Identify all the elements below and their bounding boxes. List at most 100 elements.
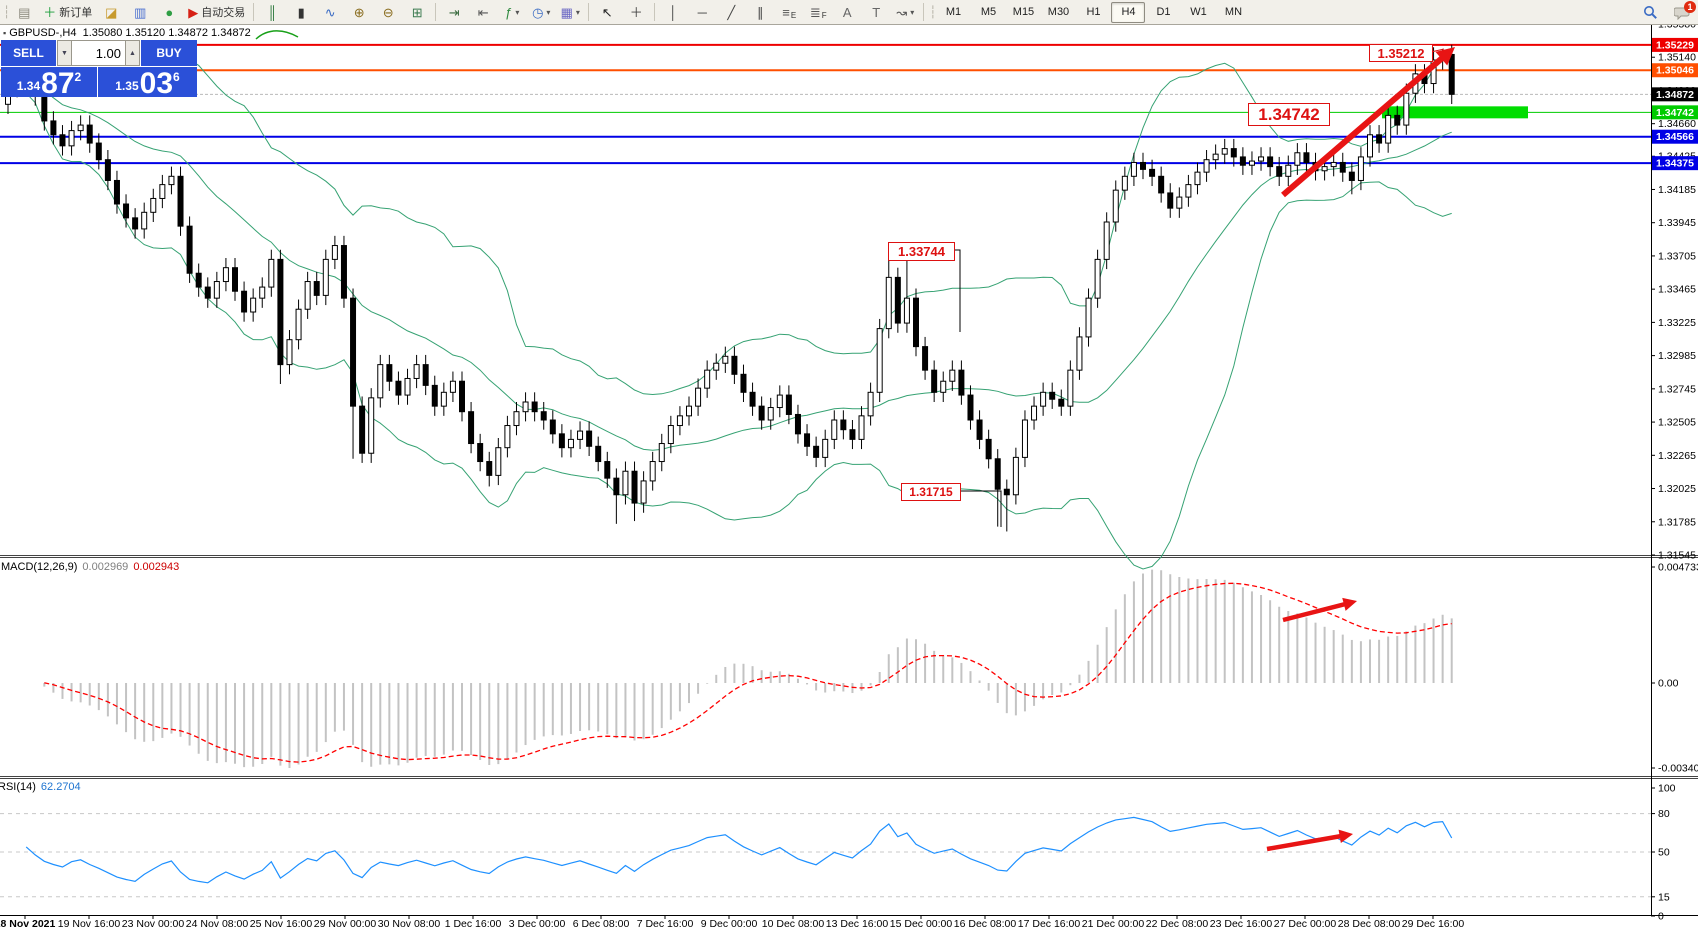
panel-frames <box>0 17 1698 916</box>
price-annotation-1.34742[interactable]: 1.34742 <box>1248 103 1330 126</box>
tab-timeframe-m15[interactable]: M15 <box>1012 6 1035 18</box>
price-annotation-1.35212[interactable]: 1.35212 <box>1369 44 1433 62</box>
candle-chart-button[interactable]: ▮ <box>287 1 315 23</box>
tab-timeframe-mn[interactable]: MN <box>1224 6 1243 18</box>
tab-timeframe-m5[interactable]: M5 <box>980 6 997 18</box>
tab-timeframe-h4[interactable]: H4 <box>1111 1 1146 23</box>
search-icon[interactable] <box>1636 1 1664 23</box>
rsi-label: RSI(14) 62.2704 <box>0 781 81 793</box>
zoom-out-button[interactable]: ⊖ <box>374 1 402 23</box>
svg-text:21 Dec 00:00: 21 Dec 00:00 <box>1082 918 1145 930</box>
trend-arrow-main[interactable] <box>1281 47 1455 198</box>
svg-text:1.34185: 1.34185 <box>1658 184 1696 196</box>
buy-price-display[interactable]: 1.35 03 6 <box>98 67 197 98</box>
price-badge-1.34742: 1.34742 <box>1652 105 1698 120</box>
eraser-button[interactable]: ◪ <box>97 1 125 23</box>
line-chart-button[interactable]: ∿ <box>316 1 344 23</box>
toolbar-separator <box>588 3 590 21</box>
symbol-period-label: GBPUSD-,H4 <box>9 27 77 39</box>
ohlc-values: 1.35080 1.35120 1.34872 1.34872 <box>82 27 251 39</box>
toolbar-drag-handle[interactable]: ┆ <box>3 5 10 19</box>
volume-input[interactable] <box>72 40 125 66</box>
sell-price-display[interactable]: 1.34 87 2 <box>1 67 97 98</box>
rsi-panel <box>0 813 1651 898</box>
zoom-in-button[interactable]: ⊕ <box>345 1 373 23</box>
price-annotation-1.33744[interactable]: 1.33744 <box>888 242 955 261</box>
periods-button[interactable]: ◷ ▾ <box>527 1 555 23</box>
svg-text:9 Dec 00:00: 9 Dec 00:00 <box>701 918 758 930</box>
chart-shift-button[interactable]: ⇤ <box>469 1 497 23</box>
svg-text:1.31545: 1.31545 <box>1658 550 1696 562</box>
chart-window-button[interactable]: ▤ <box>10 1 38 23</box>
bar-chart-button[interactable]: ║ <box>258 1 286 23</box>
templates-button[interactable]: ▦ ▾ <box>556 1 584 23</box>
crosshair-button[interactable]: ＋ <box>622 1 650 23</box>
text-label-button[interactable]: T <box>862 1 890 23</box>
toolbar-pointer-group: ↖ ＋ <box>593 1 650 23</box>
toolbar-drag-handle[interactable]: ┆ <box>929 5 936 19</box>
svg-text:100: 100 <box>1658 783 1676 795</box>
buy-button[interactable]: BUY <box>141 40 197 66</box>
trendline-button[interactable]: ╱ <box>717 1 745 23</box>
text-label-icon: T <box>872 4 881 20</box>
svg-text:19 Nov 16:00: 19 Nov 16:00 <box>58 918 121 930</box>
rsi-line <box>25 816 1453 884</box>
tab-timeframe-w1[interactable]: W1 <box>1190 6 1207 18</box>
buy-price-sup: 6 <box>173 70 180 84</box>
macd-signal <box>44 582 1452 763</box>
svg-text:29 Dec 16:00: 29 Dec 16:00 <box>1402 918 1465 930</box>
channel-button[interactable]: ∥ <box>746 1 774 23</box>
svg-text:50: 50 <box>1658 847 1670 859</box>
macd-histogram <box>43 569 1453 768</box>
fibonacci-button[interactable]: ≣ F <box>804 1 832 23</box>
rsi-axis: 100 80 50 15 0 <box>1651 783 1676 923</box>
macd-signal-value: 0.002943 <box>133 561 180 573</box>
new-order-button[interactable]: ＋新订单 <box>39 1 96 23</box>
tile-windows-button[interactable]: ⊞ <box>403 1 431 23</box>
trend-arrow-macd[interactable] <box>1282 597 1357 623</box>
zoom-out-icon: ⊖ <box>382 4 394 20</box>
price-badge-1.35046: 1.35046 <box>1652 63 1698 78</box>
notifications-icon[interactable]: 1 <box>1668 1 1696 23</box>
rsi-value: 62.2704 <box>40 781 81 793</box>
price-annotation-1.31715[interactable]: 1.31715 <box>901 483 961 501</box>
autotrade-button[interactable]: ▶ 自动交易 <box>184 1 249 23</box>
green-supply-zone[interactable] <box>1382 106 1528 119</box>
text-button[interactable]: A <box>833 1 861 23</box>
svg-text:0: 0 <box>1658 911 1664 923</box>
hline-button[interactable]: ─ <box>688 1 716 23</box>
signal-button[interactable]: ● <box>155 1 183 23</box>
indicators-icon: ƒ <box>505 4 513 20</box>
sell-button[interactable]: SELL <box>1 40 56 66</box>
chart-shift-icon: ⇤ <box>477 4 489 20</box>
toolbar-objects-group: │ ─ ╱ ∥ ≡ E ≣ F A T ↝ ▾ <box>659 1 919 23</box>
text-icon: A <box>842 4 852 20</box>
svg-text:28 Dec 08:00: 28 Dec 08:00 <box>1338 918 1401 930</box>
market-depth-button[interactable]: ▥ <box>126 1 154 23</box>
svg-text:80: 80 <box>1658 808 1670 820</box>
svg-text:1.33705: 1.33705 <box>1658 250 1696 262</box>
trend-arrow-rsi[interactable] <box>1266 829 1353 852</box>
volume-decrease-button[interactable]: ▼ <box>57 40 72 66</box>
pitchfork-button[interactable]: ≡ E <box>775 1 803 23</box>
periods-icon: ◷ <box>532 4 544 20</box>
timeframe-toolbar: M1 M5 M15 M30 H1 H4 D1 W1 MN <box>936 1 1250 23</box>
volume-increase-button[interactable]: ▲ <box>125 40 140 66</box>
quote-bar: ▪ GBPUSD-,H4 1.35080 1.35120 1.34872 1.34… <box>3 27 251 39</box>
new-order-label: 新订单 <box>59 7 93 19</box>
svg-text:1.34742: 1.34742 <box>1656 107 1694 119</box>
chevron-down-icon: ▾ <box>910 7 915 17</box>
tab-timeframe-m30[interactable]: M30 <box>1047 6 1070 18</box>
tab-timeframe-h1[interactable]: H1 <box>1086 6 1101 18</box>
auto-scroll-button[interactable]: ⇥ <box>440 1 468 23</box>
tab-timeframe-d1[interactable]: D1 <box>1156 6 1171 18</box>
tab-timeframe-m1[interactable]: M1 <box>945 6 962 18</box>
vline-button[interactable]: │ <box>659 1 687 23</box>
autotrade-icon: ▶ <box>188 4 199 20</box>
arrows-button[interactable]: ↝ ▾ <box>891 1 919 23</box>
chart-window-icon: ▤ <box>18 4 31 20</box>
indicators-button[interactable]: ƒ ▾ <box>498 1 526 23</box>
svg-text:1.32025: 1.32025 <box>1658 483 1696 495</box>
cursor-button[interactable]: ↖ <box>593 1 621 23</box>
